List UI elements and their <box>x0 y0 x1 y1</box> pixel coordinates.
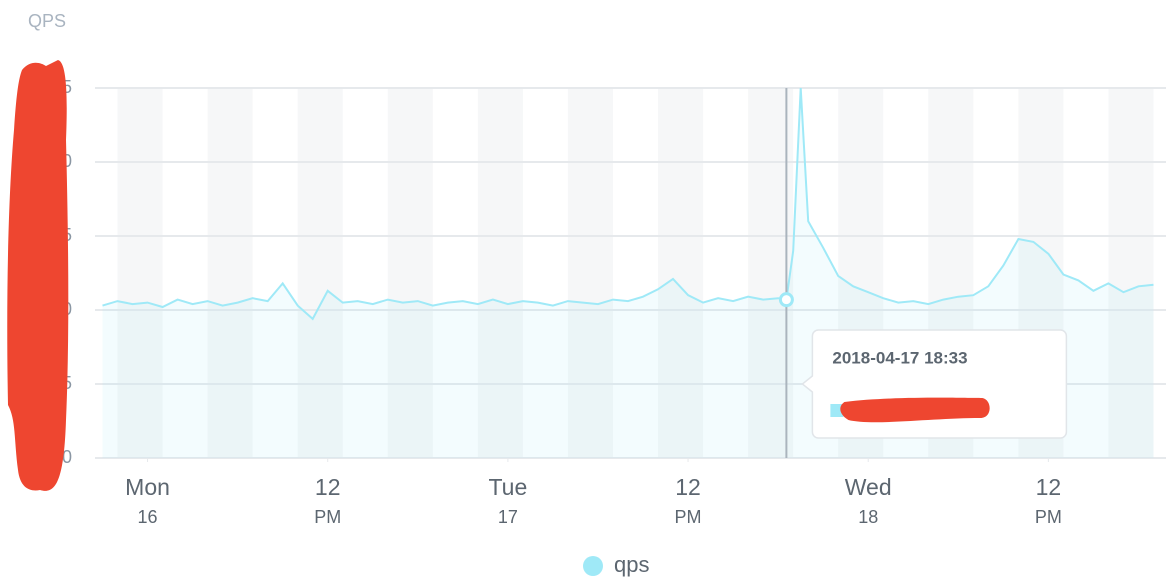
x-tick-sublabel: PM <box>314 507 341 527</box>
x-tick-label: Mon <box>125 474 170 500</box>
x-tick-sublabel: 16 <box>138 507 158 527</box>
legend-marker <box>583 556 603 576</box>
x-tick-label: Wed <box>845 474 892 500</box>
band <box>387 88 433 458</box>
x-tick-sublabel: PM <box>1035 507 1062 527</box>
band <box>117 88 163 458</box>
redaction <box>840 397 990 423</box>
y-tick-label: 0 <box>62 447 72 467</box>
band <box>567 88 613 458</box>
band <box>297 88 343 458</box>
x-tick-label: 12 <box>675 474 701 500</box>
tooltip-title: 2018-04-17 18:33 <box>832 348 967 367</box>
x-tick-label: 12 <box>1036 474 1062 500</box>
x-tick-sublabel: 18 <box>858 507 878 527</box>
band <box>477 88 523 458</box>
y-axis-title: QPS <box>28 11 66 31</box>
tooltip-swatch <box>830 404 844 417</box>
band <box>1108 88 1154 458</box>
x-tick-sublabel: PM <box>675 507 702 527</box>
tooltip-box <box>801 329 1068 439</box>
redaction <box>7 60 69 491</box>
band <box>207 88 253 458</box>
band <box>658 88 704 458</box>
line <box>102 87 1154 321</box>
hover-point <box>778 292 794 308</box>
legend-label: qps <box>614 552 649 577</box>
x-tick-label: Tue <box>488 474 527 500</box>
x-tick-sublabel: 17 <box>498 507 518 527</box>
x-tick-label: 12 <box>315 474 341 500</box>
